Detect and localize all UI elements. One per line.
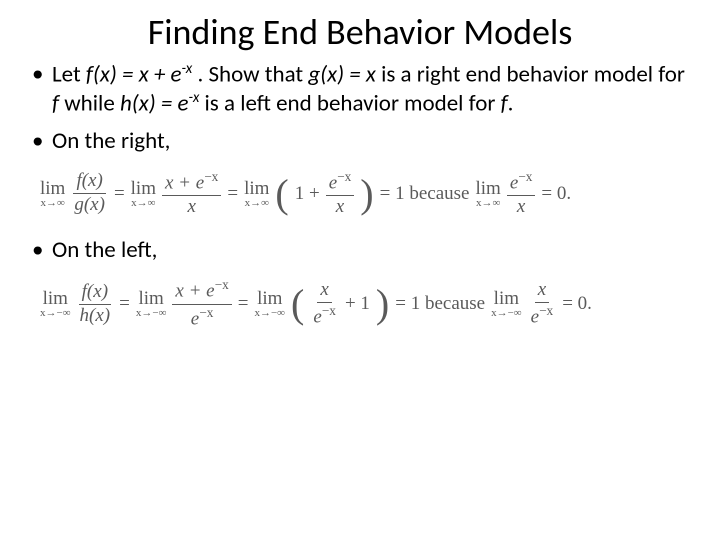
slide: Finding End Behavior Models Let f(x) = x…: [0, 0, 720, 358]
lim-text: lim: [257, 289, 282, 308]
xe: x + e: [165, 172, 204, 193]
lim-text: lim: [131, 179, 156, 198]
left-paren: (: [275, 176, 288, 212]
e: e: [329, 172, 337, 193]
den-x: x: [184, 196, 198, 218]
text-left-end: is a left end behavior model for: [199, 90, 500, 118]
text-exp1: -x: [182, 60, 193, 78]
lim-sub: x→∞: [245, 198, 269, 209]
eq-0: = 0.: [562, 293, 592, 315]
num-fx: f(x): [73, 171, 105, 194]
num-x: x: [535, 280, 549, 303]
equation-left: lim x→−∞ f(x) h(x) = lim x→−∞ x + e−x e−…: [40, 278, 690, 329]
frac-expr: x + e−x x: [162, 170, 221, 218]
right-paren: ): [376, 286, 389, 322]
num-x: x: [317, 280, 331, 303]
e: e: [313, 306, 321, 327]
frac-fh: f(x) h(x): [77, 282, 114, 327]
exp: −x: [539, 303, 553, 318]
lim-1: lim x→−∞: [40, 289, 71, 319]
lim-4: lim x→∞: [475, 179, 500, 209]
eq-sign: =: [114, 183, 125, 205]
num-expr: x + e−x: [172, 278, 231, 304]
den-e: e−x: [310, 303, 339, 328]
lim-3: lim x→∞: [244, 179, 269, 209]
lim-text: lim: [43, 289, 68, 308]
text-hx: h(x) = e: [120, 90, 189, 118]
lim-1: lim x→∞: [40, 179, 65, 209]
e: e: [531, 306, 539, 327]
den-x: x: [333, 196, 347, 218]
text-show: . Show that: [192, 61, 308, 89]
frac-ex: e−x x: [326, 170, 355, 218]
frac-xe: x e−x: [310, 280, 339, 328]
text-fx: f(x) = x + e: [86, 61, 182, 89]
den-hx: h(x): [77, 305, 114, 327]
e: e: [510, 172, 518, 193]
eq-sign: =: [227, 183, 238, 205]
text-period: .: [508, 90, 514, 118]
lim-sub: x→−∞: [491, 308, 522, 319]
den-x: x: [514, 196, 528, 218]
bullet-on-right: On the right,: [30, 127, 690, 156]
lim-text: lim: [244, 179, 269, 198]
right-paren: ): [360, 176, 373, 212]
lim-text: lim: [494, 289, 519, 308]
lim-text: lim: [475, 179, 500, 198]
eq-sign: =: [238, 293, 249, 315]
den-e: e−x: [188, 305, 217, 330]
frac-fg: f(x) g(x): [71, 171, 108, 216]
text-f: f: [52, 90, 59, 118]
lim-sub: x→∞: [41, 198, 65, 209]
lim-sub: x→−∞: [136, 308, 167, 319]
frac-expr: x + e−x e−x: [172, 278, 231, 329]
lim-text: lim: [138, 289, 163, 308]
frac-xe2: x e−x: [528, 280, 557, 328]
num-fx: f(x): [79, 282, 111, 305]
exp: −x: [322, 303, 336, 318]
lim-4: lim x→−∞: [491, 289, 522, 319]
eq-sign: =: [119, 293, 130, 315]
den-gx: g(x): [71, 194, 108, 216]
exp: −x: [337, 169, 351, 184]
num-expr: x + e−x: [162, 170, 221, 196]
text-while: while: [59, 90, 120, 118]
lim-3: lim x→−∞: [254, 289, 285, 319]
text-let: Let: [52, 61, 86, 89]
eq-1-because: = 1 because: [380, 183, 470, 205]
num-e: e−x: [507, 170, 536, 196]
exp: −x: [215, 277, 229, 292]
text-exp2: -x: [189, 89, 200, 107]
text-right-end: is a right end behavior model for: [376, 61, 685, 89]
exp: −x: [199, 305, 213, 320]
xe: x + e: [175, 281, 214, 302]
frac-ex2: e−x x: [507, 170, 536, 218]
num-e: e−x: [326, 170, 355, 196]
lim-sub: x→−∞: [254, 308, 285, 319]
equation-right: lim x→∞ f(x) g(x) = lim x→∞ x + e−x x = …: [40, 170, 690, 218]
bullet-on-left: On the left,: [30, 236, 690, 265]
lim-sub: x→∞: [131, 198, 155, 209]
bullet-problem: Let f(x) = x + e-x . Show that g(x) = x …: [30, 60, 690, 119]
lim-2: lim x→∞: [131, 179, 156, 209]
lim-sub: x→−∞: [40, 308, 71, 319]
exp: −x: [204, 169, 218, 184]
lim-text: lim: [40, 179, 65, 198]
eq-1-because: = 1 because: [395, 293, 485, 315]
e: e: [191, 308, 199, 329]
left-paren: (: [291, 286, 304, 322]
one-plus: 1 +: [295, 183, 320, 205]
text-gx: g(x) = x: [308, 61, 376, 89]
plus-one: + 1: [345, 293, 370, 315]
exp: −x: [518, 169, 532, 184]
lim-sub: x→∞: [476, 198, 500, 209]
slide-title: Finding End Behavior Models: [30, 10, 690, 54]
lim-2: lim x→−∞: [136, 289, 167, 319]
den-e: e−x: [528, 303, 557, 328]
eq-0: = 0.: [541, 183, 571, 205]
text-f2: f: [501, 90, 508, 118]
